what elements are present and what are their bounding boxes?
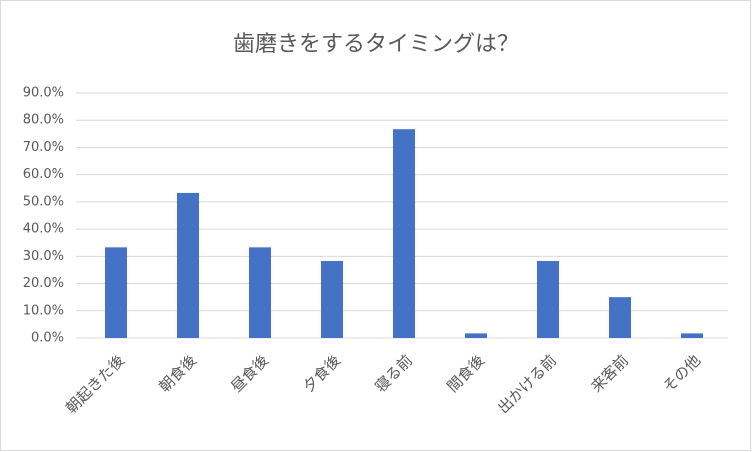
y-tick-label: 70.0%	[23, 140, 64, 155]
y-tick-label: 10.0%	[23, 303, 64, 318]
bar	[609, 297, 631, 338]
y-tick-label: 50.0%	[23, 194, 64, 209]
y-tick-label: 80.0%	[23, 113, 64, 128]
bar	[177, 192, 199, 338]
y-tick-label: 60.0%	[23, 167, 64, 182]
y-tick-label: 0.0%	[31, 331, 64, 346]
chart-title: 歯磨きをするタイミングは？	[233, 32, 519, 57]
bar	[105, 247, 127, 338]
y-tick-label: 30.0%	[23, 249, 64, 264]
bar	[393, 129, 415, 338]
y-tick-label: 20.0%	[23, 276, 64, 291]
y-tick-label: 40.0%	[23, 222, 64, 237]
y-tick-label: 90.0%	[23, 86, 64, 101]
bar	[249, 247, 271, 338]
bar	[465, 333, 487, 338]
bar	[681, 333, 703, 338]
bar	[537, 260, 559, 338]
bar	[321, 260, 343, 338]
